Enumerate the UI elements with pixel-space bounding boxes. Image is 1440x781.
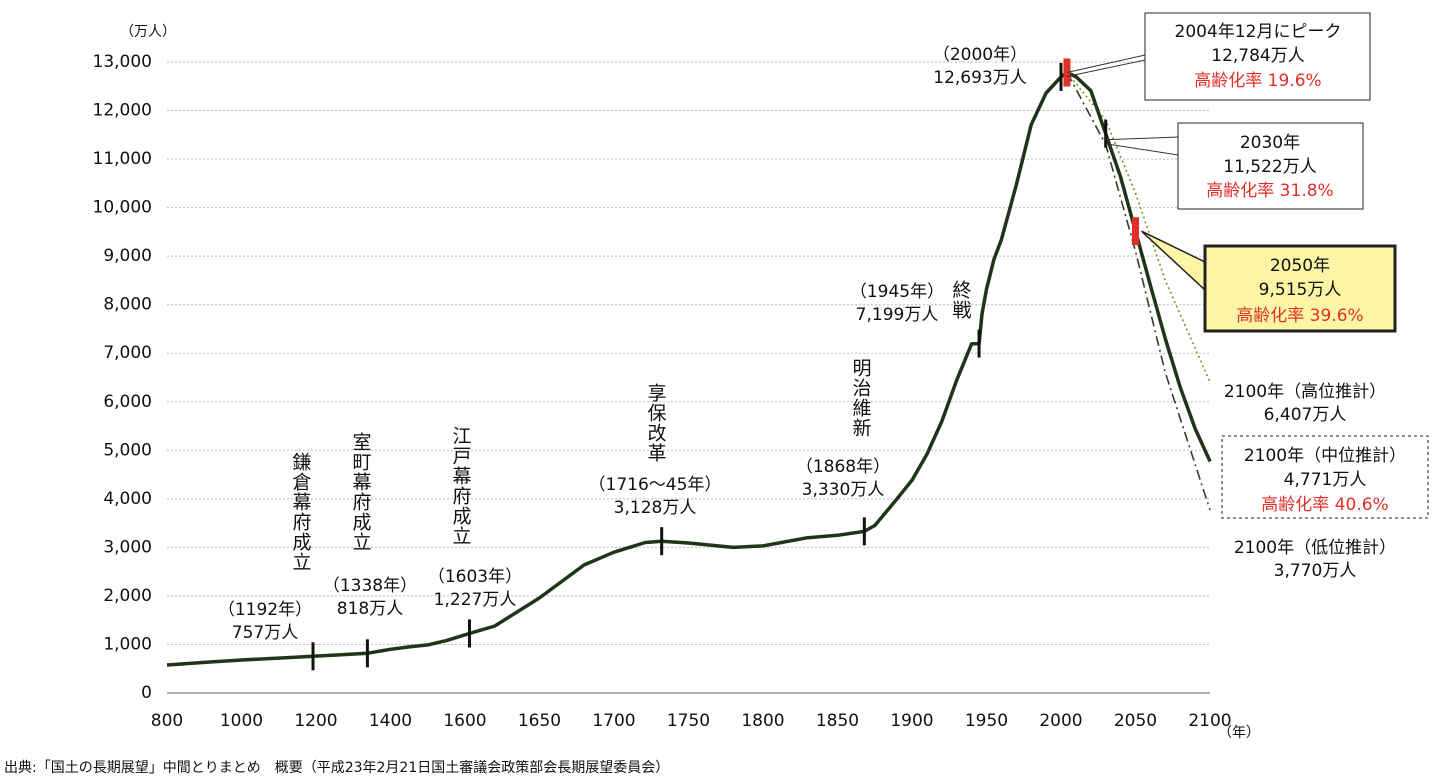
annotation-box: [1144, 12, 1371, 101]
annotation-text: （2000年）: [933, 45, 1027, 65]
event-marker: [1104, 119, 1108, 148]
event-title: 終戦: [950, 280, 972, 320]
annotation-text: 3,330万人: [802, 480, 885, 500]
annotation-text: （1716～45年）: [589, 475, 722, 495]
annotation-text: 818万人: [337, 599, 403, 619]
x-tick-label: 1950: [965, 711, 1008, 731]
event-title: 明治維新: [850, 358, 872, 438]
y-tick-label: 10,000: [93, 198, 152, 218]
series-line: [166, 70, 1212, 667]
annotation-text: 2100年（高位推計）: [1224, 382, 1386, 402]
annotation-text: 11,522万人: [1223, 157, 1316, 177]
annotation-text: （1603年）: [428, 567, 522, 587]
annotation-text: 4,771万人: [1284, 470, 1367, 490]
callout-line: [1066, 59, 1146, 77]
y-tick-label: 5,000: [103, 440, 152, 460]
annotation-text: （1945年）: [850, 282, 944, 302]
y-tick-label: 12,000: [93, 101, 152, 121]
annotation-text: 1,227万人: [434, 590, 517, 610]
annotation-text: 2100年（中位推計）: [1244, 446, 1406, 466]
callout-line: [1105, 136, 1179, 141]
y-tick-label: 4,000: [103, 489, 152, 509]
x-tick-label: 2050: [1114, 711, 1157, 731]
x-unit: （年）: [1218, 725, 1260, 741]
annotation-note: 高齢化率 31.8%: [1206, 181, 1333, 201]
y-tick-label: 6,000: [103, 392, 152, 412]
event-marker: [977, 329, 981, 358]
y-tick-label: 1,000: [103, 634, 152, 654]
callout-line: [1066, 54, 1146, 73]
annotation-text: 2030年: [1240, 133, 1300, 153]
callout-line: [1105, 143, 1179, 156]
annotation-text: （1192年）: [218, 600, 312, 620]
source: 出典:「国土の長期展望」中間とりまとめ 概要（平成23年2月21日国土審議会政策…: [4, 759, 669, 776]
event-marker: [311, 642, 315, 671]
annotation-box: [1203, 244, 1397, 333]
annotation-text: 7,199万人: [856, 305, 939, 325]
y-tick-label: 0: [141, 683, 152, 703]
y-unit: （万人）: [120, 24, 176, 40]
peak-marker: [1132, 217, 1139, 246]
annotation-box: [1177, 122, 1364, 210]
y-tick-label: 11,000: [93, 149, 152, 169]
x-tick-label: 2100: [1188, 711, 1231, 731]
event-title: 鎌倉幕府成立: [290, 452, 312, 572]
y-tick-label: 8,000: [103, 295, 152, 315]
y-tick-label: 7,000: [103, 343, 152, 363]
annotation-text: （1868年）: [796, 457, 890, 477]
event-title: 享保改革: [645, 383, 667, 463]
annotation-text: 12,693万人: [933, 68, 1026, 88]
x-tick-label: 1700: [592, 711, 635, 731]
annotation-text: （1338年）: [323, 576, 417, 596]
annotation-text: 3,128万人: [614, 498, 697, 518]
annotation-text: 757万人: [232, 623, 298, 643]
x-tick-label: 1850: [816, 711, 859, 731]
event-marker: [365, 639, 369, 668]
x-tick-label: 1200: [294, 711, 337, 731]
series-line: [1066, 71, 1211, 383]
event-title: 江戸幕府成立: [450, 426, 472, 546]
x-tick-label: 1750: [667, 711, 710, 731]
y-tick-label: 9,000: [103, 246, 152, 266]
event-marker: [660, 527, 664, 556]
event-title: 室町幕府成立: [350, 432, 372, 552]
series-line: [1066, 72, 1211, 511]
x-tick-label: 1000: [220, 711, 263, 731]
x-tick-label: 1650: [518, 711, 561, 731]
annotation-text: 2004年12月にピーク: [1175, 22, 1342, 42]
y-tick-label: 3,000: [103, 537, 152, 557]
event-marker: [1059, 62, 1063, 91]
annotation-text: 2050年: [1270, 256, 1330, 276]
x-tick-label: 1900: [890, 711, 933, 731]
x-tick-label: 800: [151, 711, 183, 731]
annotation-text: 2100年（低位推計）: [1234, 538, 1396, 558]
annotation-text: 12,784万人: [1211, 46, 1304, 66]
y-tick-label: 13,000: [93, 52, 152, 72]
x-tick-label: 1600: [443, 711, 486, 731]
annotation-box: [1221, 435, 1429, 519]
annotation-text: 3,770万人: [1274, 561, 1357, 581]
event-marker: [862, 517, 866, 546]
annotation-note: 高齢化率 40.6%: [1261, 495, 1388, 515]
x-tick-label: 1400: [369, 711, 412, 731]
x-tick-label: 2000: [1039, 711, 1082, 731]
x-tick-label: 1800: [741, 711, 784, 731]
annotation-note: 高齢化率 19.6%: [1194, 71, 1321, 91]
annotation-note: 高齢化率 39.6%: [1236, 306, 1363, 326]
y-tick-label: 2,000: [103, 586, 152, 606]
annotation-text: 9,515万人: [1259, 280, 1342, 300]
event-marker: [467, 619, 471, 648]
annotation-text: 6,407万人: [1264, 405, 1347, 425]
